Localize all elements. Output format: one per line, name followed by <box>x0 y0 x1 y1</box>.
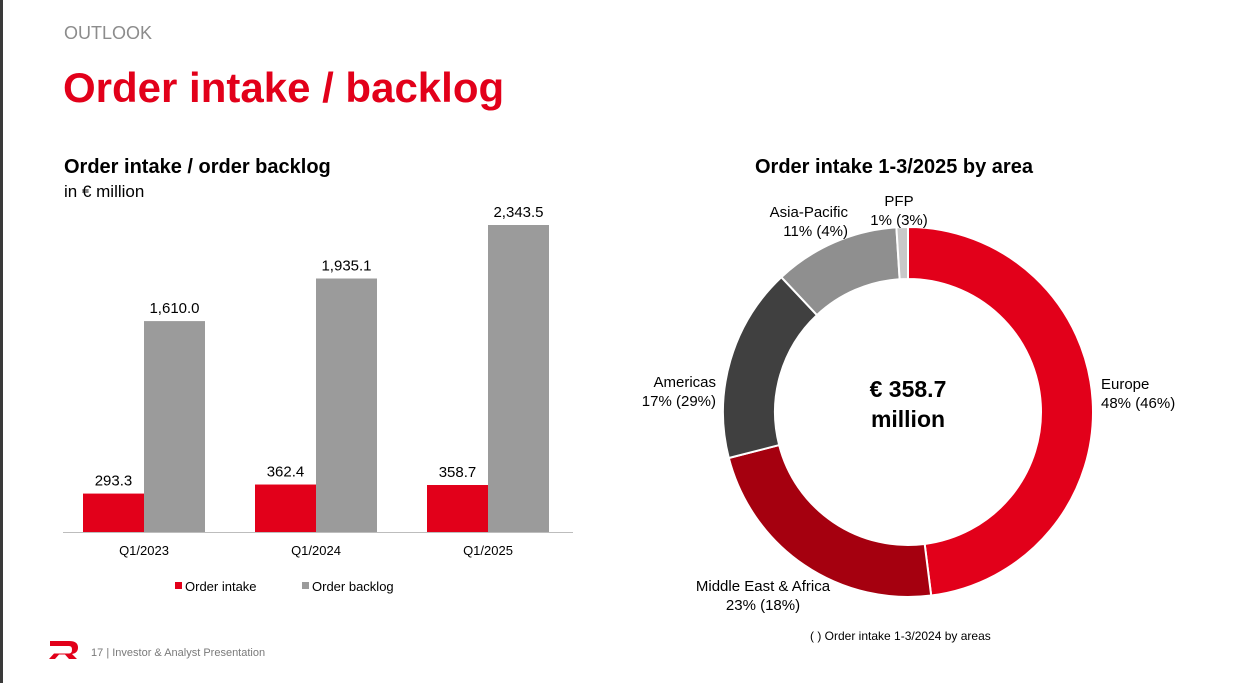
slide-left-border <box>0 0 3 683</box>
donut-chart-title: Order intake 1-3/2025 by area <box>755 156 1033 178</box>
data-label: 1,935.1 <box>321 258 371 275</box>
slice-name-middle-east-africa: Middle East & Africa <box>696 578 831 595</box>
data-label: 2,343.5 <box>493 204 543 221</box>
data-label: 362.4 <box>267 464 305 481</box>
page-title: Order intake / backlog <box>63 64 505 111</box>
slice-value-pfp: 1% (3%) <box>870 212 928 229</box>
data-label: 358.7 <box>439 464 477 481</box>
x-tick-label: Q1/2023 <box>119 543 169 558</box>
bar-order-backlog-q1-2023 <box>144 321 205 532</box>
x-tick-label: Q1/2025 <box>463 543 513 558</box>
donut-slice-pfp <box>895 225 909 281</box>
bar-order-backlog-q1-2024 <box>316 278 377 532</box>
x-tick-label: Q1/2024 <box>291 543 341 558</box>
slice-name-asia-pacific: Asia-Pacific <box>770 204 849 221</box>
legend-label-order-intake: Order intake <box>185 579 257 594</box>
page-number: 17 <box>91 647 104 659</box>
donut-slice-americas <box>722 275 819 460</box>
slice-value-middle-east-africa: 23% (18%) <box>726 597 800 614</box>
slice-name-pfp: PFP <box>884 193 913 210</box>
slice-name-europe: Europe <box>1101 376 1149 393</box>
footer-separator: | <box>106 647 110 659</box>
presentation-name: Investor & Analyst Presentation <box>112 647 266 659</box>
donut-slice-middle-east-africa <box>727 443 933 598</box>
legend-swatch-order-intake <box>175 582 182 589</box>
legend-swatch-order-backlog <box>302 582 309 589</box>
brand-logo-icon <box>49 641 78 659</box>
footer-text: 17 | Investor & Analyst Presentation <box>91 647 265 659</box>
bar-order-intake-q1-2023 <box>83 493 144 532</box>
slice-name-americas: Americas <box>653 374 716 391</box>
donut-slice-europe <box>907 225 1094 597</box>
bar-chart-title: Order intake / order backlog <box>64 156 331 178</box>
slice-value-asia-pacific: 11% (4%) <box>783 223 848 240</box>
data-label: 293.3 <box>95 473 133 490</box>
bar-order-intake-q1-2024 <box>255 484 316 532</box>
donut-center-value: € 358.7 <box>870 376 947 402</box>
bar-order-backlog-q1-2025 <box>488 225 549 532</box>
legend-label-order-backlog: Order backlog <box>312 579 394 594</box>
donut-footnote: ( ) Order intake 1-3/2024 by areas <box>810 629 991 643</box>
data-label: 1,610.0 <box>149 300 199 317</box>
slice-value-europe: 48% (46%) <box>1101 395 1175 412</box>
donut-center-unit: million <box>871 406 945 432</box>
slice-value-americas: 17% (29%) <box>642 393 716 410</box>
footer: 17 | Investor & Analyst Presentation <box>47 638 265 660</box>
bar-order-intake-q1-2025 <box>427 485 488 532</box>
bar-chart-subtitle: in € million <box>64 182 145 201</box>
section-label: OUTLOOK <box>64 23 153 43</box>
